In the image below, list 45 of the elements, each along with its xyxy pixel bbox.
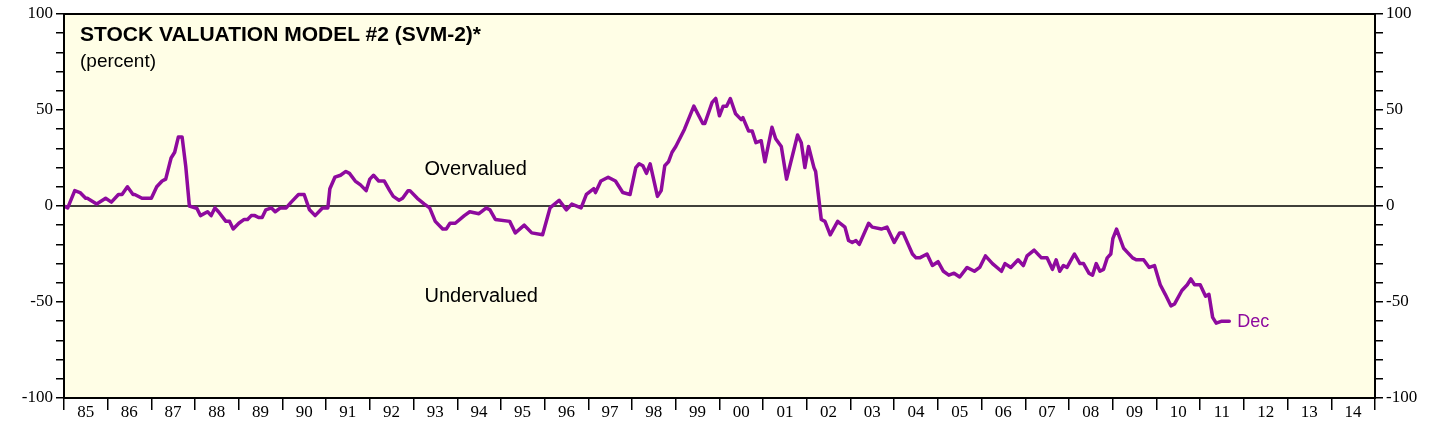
x-tick-label: 88 <box>208 401 226 421</box>
x-tick-label: 01 <box>776 401 794 421</box>
x-tick-label: 02 <box>820 401 838 421</box>
x-tick-label: 03 <box>863 401 881 421</box>
annotation: Dec <box>1237 311 1270 332</box>
x-tick-label: 96 <box>557 401 575 421</box>
x-tick-label: 00 <box>732 401 750 421</box>
x-tick-label: 10 <box>1169 401 1187 421</box>
annotation: Overvalued <box>424 157 527 179</box>
x-tick-label: 05 <box>951 401 969 421</box>
x-tick-label: 85 <box>77 401 95 421</box>
x-tick-label: 87 <box>164 401 182 421</box>
x-tick-label: 95 <box>514 401 532 421</box>
x-tick-label: 90 <box>295 401 313 421</box>
x-tick-label: 98 <box>645 401 663 421</box>
x-tick-label: 13 <box>1300 401 1318 421</box>
x-tick-label: 89 <box>251 401 269 421</box>
y2-tick-label: 0 <box>1386 195 1395 215</box>
x-tick-label: 04 <box>907 401 926 421</box>
y2-tick-label: 50 <box>1386 99 1403 119</box>
y-tick-label: -50 <box>30 291 53 311</box>
chart-title: STOCK VALUATION MODEL #2 (SVM-2)* <box>80 22 482 45</box>
x-tick-label: 12 <box>1257 401 1275 421</box>
x-tick-label: 09 <box>1126 401 1143 421</box>
x-tick-label: 11 <box>1213 401 1231 421</box>
y2-tick-label: -100 <box>1386 387 1418 407</box>
y-tick-label: 100 <box>27 3 53 23</box>
x-tick-label: 97 <box>601 401 620 421</box>
text: (percent) <box>80 50 157 71</box>
y-tick-label: -100 <box>21 387 53 407</box>
annotation: Undervalued <box>424 284 538 306</box>
y2-tick-label: 100 <box>1386 3 1412 23</box>
x-tick-label: 94 <box>470 401 488 421</box>
x-tick-label: 06 <box>994 401 1012 421</box>
y-tick-label: 50 <box>36 99 53 119</box>
x-tick-label: 99 <box>688 401 706 421</box>
x-tick-label: 92 <box>383 401 401 421</box>
x-tick-label: 14 <box>1344 401 1362 421</box>
x-tick-label: 07 <box>1038 401 1057 421</box>
x-tick-label: 08 <box>1082 401 1100 421</box>
x-tick-label: 93 <box>426 401 444 421</box>
x-tick-label: 86 <box>120 401 138 421</box>
y-tick-label: 0 <box>44 195 53 215</box>
y2-tick-label: -50 <box>1386 291 1409 311</box>
x-tick-label: 91 <box>339 401 357 421</box>
